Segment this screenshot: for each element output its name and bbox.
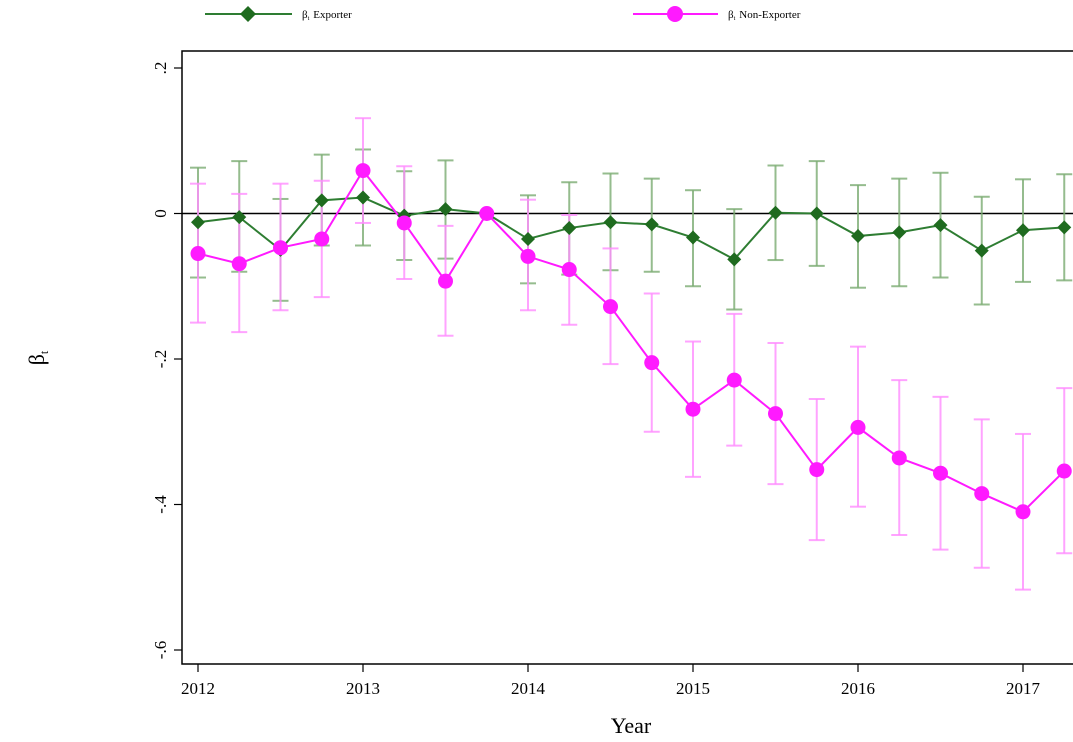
data-point-exporter [768,205,783,220]
data-point-exporter [1016,223,1030,238]
data-point-non-exporter [974,486,990,502]
y-tick-label: 0 [151,209,170,218]
data-point-exporter [356,190,370,205]
series-layer [190,117,1073,591]
legend: βt Exporter βt Non-Exporter [205,6,801,22]
y-tick-label: .2 [151,62,170,75]
data-point-non-exporter [396,215,412,231]
y-axis-title-symbol: β [24,354,49,365]
data-point-non-exporter [438,273,453,289]
data-point-exporter [974,243,989,258]
data-point-non-exporter [809,462,825,478]
data-point-non-exporter [891,450,907,466]
data-point-non-exporter [644,355,660,371]
data-point-exporter [314,193,329,208]
legend-label-non-exporter: Non-Exporter [739,9,800,21]
legend-symbol-exporter: β [302,9,308,21]
legend-item-exporter: βt Exporter [205,6,352,22]
data-point-non-exporter [1056,463,1072,479]
data-point-exporter [521,231,535,246]
x-tick-label: 2016 [841,679,875,698]
y-axis-title: βt [24,350,51,365]
series-line-non-exporter [197,168,1065,513]
data-point-exporter [809,206,824,221]
legend-sub-non-exporter: t [734,16,736,22]
legend-label-exporter: Exporter [313,9,352,21]
data-point-exporter [933,218,948,233]
data-point-non-exporter [231,256,247,272]
x-tick-label: 2015 [676,679,710,698]
y-tick-label: -.6 [151,641,170,659]
data-point-exporter [562,221,577,236]
data-point-non-exporter [1015,504,1031,520]
data-point-non-exporter [314,231,330,247]
legend-marker-non-exporter [667,6,683,22]
plot-area [181,50,1073,665]
data-point-exporter [603,215,618,230]
y-tick-label: -.4 [151,495,170,514]
data-point-exporter [892,225,907,240]
data-point-exporter [232,210,247,225]
data-point-non-exporter [603,299,618,315]
data-point-exporter [1057,220,1072,235]
x-tick-label: 2013 [346,679,380,698]
legend-sub-exporter: t [308,16,310,22]
data-point-non-exporter [355,163,371,179]
data-point-exporter [644,217,659,232]
x-axis: 2012 2013 2014 2015 2016 2017 [181,664,1041,698]
data-point-exporter [727,252,742,267]
data-point-non-exporter [933,465,948,481]
y-tick-label: -.2 [151,350,170,368]
markers-exporter [191,190,1072,267]
x-tick-label: 2014 [511,679,546,698]
data-point-non-exporter [479,206,495,221]
data-point-non-exporter [850,419,866,435]
x-tick-label: 2017 [1006,679,1041,698]
markers-non-exporter [190,163,1072,520]
x-axis-title: Year [611,713,652,738]
series-line-exporter [197,196,1065,261]
data-point-non-exporter [685,401,701,417]
data-point-non-exporter [768,406,783,422]
data-point-non-exporter [273,240,288,256]
data-point-exporter [191,215,205,230]
legend-item-non-exporter: βt Non-Exporter [633,6,801,22]
data-point-non-exporter [726,372,742,388]
data-point-non-exporter [561,262,577,278]
y-axis-title-sub: t [37,350,51,354]
y-axis: .2 0 -.2 -.4 -.6 [151,62,182,659]
data-point-exporter [851,229,865,244]
data-point-non-exporter [520,248,536,264]
data-point-exporter [438,202,453,217]
legend-symbol-non-exporter: β [728,9,734,21]
data-point-non-exporter [190,246,206,262]
x-tick-label: 2012 [181,679,215,698]
legend-marker-exporter [240,6,256,22]
data-point-exporter [686,230,700,245]
